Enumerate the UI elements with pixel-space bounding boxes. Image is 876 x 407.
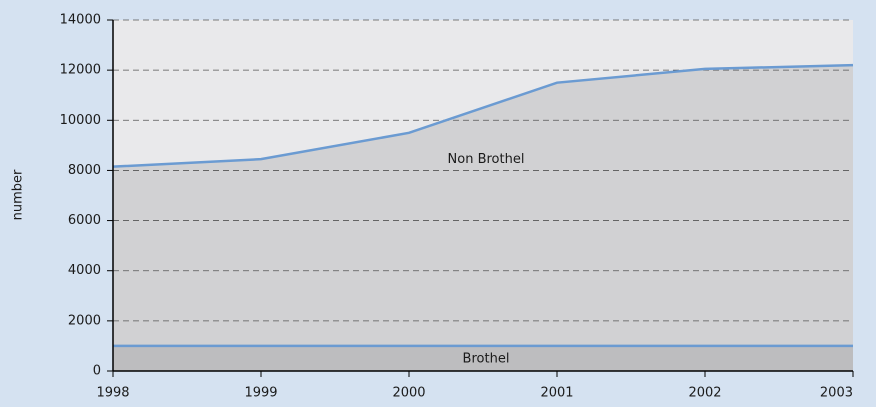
y-tick-label: 6000 <box>68 213 101 228</box>
series-label: Non Brothel <box>448 152 525 167</box>
x-tick-label: 1999 <box>244 386 277 401</box>
x-tick-label: 2003 <box>820 386 853 401</box>
y-tick-label: 12000 <box>60 63 101 78</box>
x-tick-label: 2000 <box>392 386 425 401</box>
y-tick-label: 4000 <box>68 263 101 278</box>
y-tick-label: 0 <box>93 364 101 379</box>
line <box>112 63 854 168</box>
x-tick-label: 1998 <box>96 386 129 401</box>
y-tick-label: 14000 <box>60 13 101 28</box>
series-label: Brothel <box>463 351 510 366</box>
y-tick-label: 8000 <box>68 163 101 178</box>
area <box>113 65 853 346</box>
area <box>113 345 853 371</box>
y-tick-label: 2000 <box>68 313 101 328</box>
y-axis-label: number <box>11 169 26 220</box>
y-tick-label: 10000 <box>60 113 101 128</box>
x-tick-label: 2002 <box>688 386 721 401</box>
x-tick-label: 2001 <box>540 386 573 401</box>
